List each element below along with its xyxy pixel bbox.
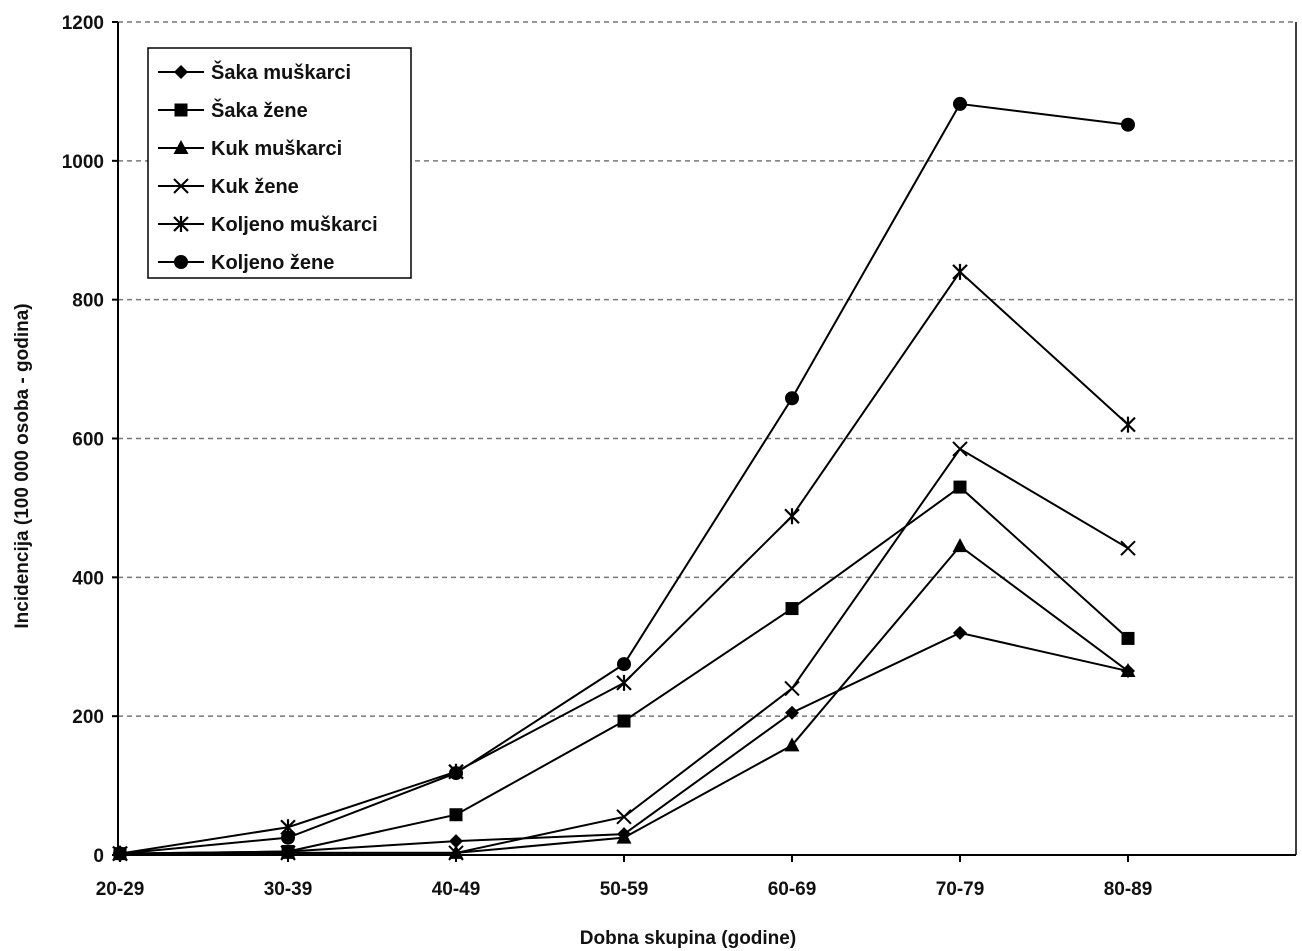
series-marker: [1121, 631, 1135, 645]
series-group: [112, 441, 1136, 862]
legend-label: Šaka muškarci: [211, 60, 351, 84]
series-marker: [113, 846, 127, 861]
legend: Šaka muškarci Šaka žene Kuk muškarci Kuk že…: [147, 47, 412, 279]
x-tick-label: 40-49: [432, 879, 481, 900]
x-tick-label: 20-29: [96, 879, 145, 900]
series-marker: [449, 808, 463, 822]
series-marker: [173, 178, 189, 194]
legend-label: Kuk žene: [211, 176, 299, 198]
gridlines: [118, 21, 1296, 717]
legend-label: Koljeno žene: [211, 252, 334, 274]
series-marker: [785, 705, 799, 720]
series-marker: [616, 829, 632, 844]
legend-item: Koljeno žene: [158, 252, 334, 274]
series-line: [119, 270, 1129, 855]
series-marker: [1120, 540, 1136, 556]
legend-item: Šaka muškarci: [158, 60, 351, 84]
x-tick-label: 70-79: [936, 879, 985, 900]
series-marker: [173, 216, 189, 232]
series-marker: [281, 830, 295, 845]
series-marker: [784, 737, 800, 752]
series-marker: [953, 96, 967, 111]
x-tick-labels: 20-29 30-39 40-49 50-59 60-69 70-79 80-89: [96, 855, 1153, 900]
y-tick-label: 400: [72, 568, 104, 589]
series-marker: [174, 65, 188, 79]
series-marker: [1120, 663, 1136, 678]
legend-box: [147, 47, 412, 279]
series-marker: [174, 103, 188, 117]
series-marker: [785, 602, 799, 616]
legend-item: Kuk žene: [158, 176, 299, 198]
x-tick-label: 50-59: [600, 879, 649, 900]
legend-item: Šaka žene: [158, 98, 308, 122]
series-marker: [784, 680, 800, 697]
series-line: [119, 544, 1129, 855]
legend-label: Kuk muškarci: [211, 138, 342, 160]
x-tick-label: 60-69: [768, 879, 817, 900]
x-tick-label: 80-89: [1104, 879, 1153, 900]
legend-item: Koljeno muškarci: [158, 214, 378, 236]
series-marker: [617, 657, 631, 672]
y-tick-label: 1000: [62, 152, 104, 173]
x-tick-label: 30-39: [264, 879, 313, 900]
legend-label: Šaka žene: [211, 98, 308, 122]
y-tick-label: 200: [72, 707, 104, 728]
x-axis-title: Dobna skupina (godine): [580, 928, 796, 949]
series-marker: [1120, 416, 1136, 433]
series-group: [112, 538, 1136, 860]
series-marker: [449, 766, 463, 781]
series-marker: [1121, 117, 1135, 132]
series-marker: [616, 674, 632, 691]
series-marker: [953, 625, 967, 640]
series-marker: [617, 714, 631, 728]
y-tick-labels: 0 200 400 600 800 1000 1200: [62, 13, 118, 867]
y-tick-label: 600: [72, 430, 104, 451]
y-tick-label: 800: [72, 291, 104, 312]
y-axis-title: Incidencija (100 000 osoba - godina): [12, 303, 33, 628]
series-marker: [280, 845, 296, 861]
series-marker: [173, 140, 189, 154]
series-marker: [952, 538, 968, 553]
series-lines: [112, 96, 1136, 862]
legend-label: Koljeno muškarci: [211, 214, 378, 236]
series-marker: [784, 508, 800, 525]
series-marker: [952, 263, 968, 280]
series-marker: [448, 845, 464, 861]
y-tick-label: 1200: [62, 13, 104, 34]
series-group: [113, 96, 1135, 861]
series-line: [119, 447, 1129, 855]
series-marker: [953, 480, 967, 494]
series-marker: [616, 809, 632, 825]
series-marker: [174, 255, 188, 269]
series-marker: [785, 391, 799, 406]
series-marker: [952, 441, 968, 457]
series-marker: [449, 834, 463, 849]
y-tick-label: 0: [93, 846, 104, 867]
legend-item: Kuk muškarci: [158, 138, 342, 160]
